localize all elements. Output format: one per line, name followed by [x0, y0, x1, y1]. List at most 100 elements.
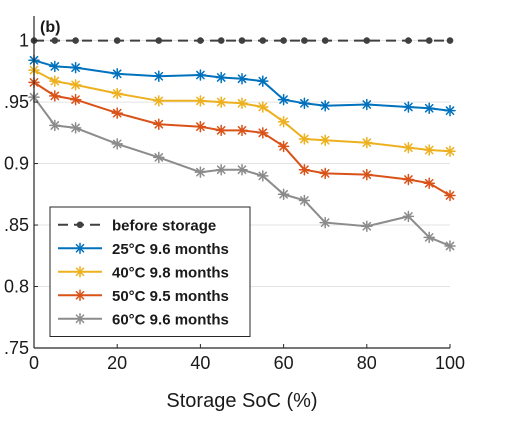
asterisk-stroke — [154, 119, 164, 129]
legend: before storage 25°C 9.6 months 40°C 9.8 mo… — [49, 206, 251, 337]
data-point — [49, 90, 61, 102]
asterisk-stroke — [75, 290, 85, 300]
legend-entry: 40°C 9.8 months — [58, 264, 229, 281]
y-tick-label: 1 — [19, 31, 29, 51]
data-point — [423, 231, 435, 244]
data-point — [277, 140, 290, 153]
data-point — [361, 98, 373, 111]
asterisk-stroke — [237, 98, 247, 108]
x-tick-label: 60 — [274, 353, 294, 373]
data-point — [111, 68, 123, 80]
series-line — [33, 96, 451, 247]
asterisk-stroke — [258, 76, 268, 86]
asterisk-stroke — [196, 122, 205, 132]
data-point — [111, 87, 123, 100]
data-point — [301, 37, 308, 44]
asterisk-stroke — [424, 178, 434, 188]
data-point — [51, 37, 59, 44]
asterisk-stroke — [71, 95, 80, 104]
data-point — [153, 118, 165, 130]
data-point — [361, 168, 373, 181]
data-point — [277, 115, 290, 128]
asterisk-stroke — [112, 139, 122, 149]
data-point — [257, 127, 269, 139]
data-point — [238, 37, 246, 44]
x-tick-label: 20 — [107, 353, 127, 373]
data-point — [319, 167, 331, 180]
data-point — [361, 136, 373, 149]
asterisk-stroke — [196, 96, 205, 106]
data-point — [363, 37, 371, 44]
asterisk-stroke — [112, 89, 122, 98]
data-point — [49, 75, 61, 87]
asterisk-stroke — [196, 70, 205, 80]
asterisk-stroke — [216, 165, 226, 175]
legend-marker — [74, 242, 86, 254]
data-point — [215, 96, 227, 108]
asterisk-stroke — [320, 169, 330, 178]
data-point — [111, 107, 123, 119]
asterisk-stroke — [320, 218, 330, 227]
asterisk-stroke — [320, 135, 330, 145]
asterisk-stroke — [404, 143, 413, 152]
tick-labels: 0 20 40 60 80 100 .75 0.8 .85 0.9 .95 1 — [4, 31, 465, 373]
asterisk-stroke — [216, 126, 226, 135]
data-point — [319, 100, 331, 112]
asterisk-stroke — [112, 69, 122, 79]
data-point — [361, 220, 373, 233]
data-point — [423, 102, 435, 114]
series-4 — [28, 91, 456, 252]
x-tick-label: 80 — [357, 353, 377, 373]
data-point — [155, 37, 163, 44]
legend-entry: 50°C 9.5 months — [58, 288, 229, 305]
legend-label: before storage — [112, 217, 216, 234]
legend-marker — [74, 266, 86, 278]
data-point — [298, 194, 311, 207]
data-point — [215, 124, 227, 137]
asterisk-stroke — [424, 103, 434, 113]
series-0 — [30, 37, 454, 44]
legend-marker — [74, 289, 86, 301]
data-point — [69, 79, 82, 91]
asterisk-stroke — [196, 167, 205, 177]
legend-label: 40°C 9.8 months — [112, 264, 229, 281]
asterisk-stroke — [445, 191, 455, 200]
data-point — [194, 95, 207, 107]
legend-label: 25°C 9.6 months — [112, 241, 229, 258]
asterisk-stroke — [300, 165, 309, 175]
asterisk-stroke — [75, 243, 85, 253]
asterisk-stroke — [258, 128, 268, 138]
asterisk-stroke — [258, 102, 268, 112]
legend-label: 60°C 9.6 months — [112, 311, 229, 328]
asterisk-stroke — [362, 100, 372, 109]
asterisk-stroke — [75, 314, 85, 324]
data-point — [298, 97, 311, 110]
data-point — [69, 93, 82, 106]
asterisk-stroke — [279, 189, 288, 199]
asterisk-stroke — [279, 117, 288, 127]
data-point — [444, 189, 456, 202]
data-point — [49, 60, 61, 73]
data-point — [153, 70, 165, 83]
asterisk-stroke — [154, 153, 164, 162]
data-point — [277, 93, 290, 106]
asterisk-stroke — [279, 141, 288, 151]
data-point — [444, 145, 456, 158]
asterisk-stroke — [362, 138, 372, 148]
data-point — [113, 37, 121, 44]
asterisk-stroke — [216, 97, 226, 107]
series-2 — [28, 64, 456, 158]
data-point — [402, 210, 415, 223]
asterisk-stroke — [216, 73, 226, 82]
legend-marker — [76, 221, 84, 229]
x-axis-label: Storage SoC (%) — [166, 390, 317, 412]
data-point — [194, 69, 207, 81]
data-point — [425, 37, 433, 44]
asterisk-stroke — [362, 170, 372, 179]
asterisk-stroke — [154, 96, 164, 106]
legend-label: 50°C 9.5 months — [112, 288, 229, 305]
data-point — [402, 101, 415, 113]
asterisk-stroke — [424, 232, 434, 242]
data-point — [444, 104, 456, 117]
